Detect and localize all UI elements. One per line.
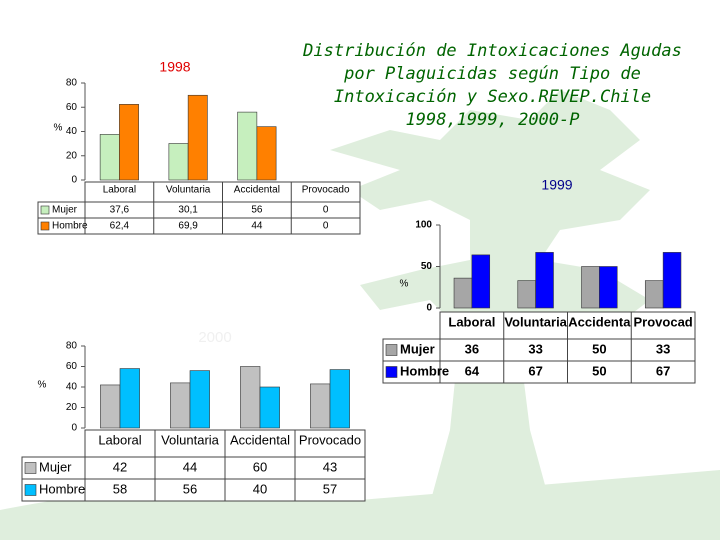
table-value: 44	[251, 221, 263, 232]
bar	[535, 252, 554, 309]
x-tick-label: Provocad	[634, 314, 693, 329]
chart-title: 1998	[159, 59, 190, 75]
legend-swatch	[40, 221, 50, 231]
y-tick-label: 40	[66, 126, 78, 137]
bar	[237, 111, 258, 181]
bar	[168, 143, 189, 181]
y-axis-label: %	[400, 279, 409, 290]
legend-label: Hombre	[52, 221, 88, 232]
x-tick-label: Voluntaria	[161, 432, 220, 447]
y-axis-label: %	[54, 123, 63, 134]
table-value: 56	[183, 481, 197, 496]
chart-title: 2000	[198, 329, 231, 346]
bar	[581, 266, 600, 309]
chart-title: 1999	[541, 177, 572, 193]
y-tick-label: 60	[66, 102, 78, 113]
bar	[189, 370, 210, 429]
legend-label: Mujer	[52, 205, 78, 216]
legend-swatch	[40, 205, 50, 215]
table-value: 69,9	[178, 221, 198, 232]
table-value: 42	[113, 459, 127, 474]
table-value: 43	[323, 459, 337, 474]
bar	[662, 252, 682, 309]
bar	[119, 368, 140, 429]
y-tick-label: 20	[66, 402, 78, 413]
bar	[329, 369, 350, 429]
bar	[119, 104, 139, 181]
legend-swatch	[385, 344, 398, 356]
y-tick-label: 20	[66, 150, 78, 161]
y-tick-label: 100	[415, 220, 432, 231]
table-value: 33	[656, 341, 670, 356]
y-tick-label: 80	[66, 78, 78, 89]
bar	[99, 134, 120, 181]
table-value: 36	[465, 341, 479, 356]
legend-label: Mujer	[39, 459, 72, 474]
y-tick-label: 0	[71, 423, 77, 434]
bar	[100, 384, 121, 429]
bar	[644, 280, 664, 309]
legend-swatch	[24, 462, 37, 474]
legend-swatch	[385, 366, 398, 378]
table-value: 44	[183, 459, 197, 474]
y-axis-label: %	[38, 380, 47, 391]
table-value: 58	[113, 481, 127, 496]
table-value: 40	[253, 481, 267, 496]
table-value: 67	[528, 363, 542, 378]
table-value: 62,4	[110, 221, 130, 232]
legend-label: Hombre	[400, 363, 449, 378]
legend-label: Mujer	[400, 341, 435, 356]
legend-swatch	[24, 484, 37, 496]
table-value: 60	[253, 459, 267, 474]
x-tick-label: Laboral	[98, 432, 141, 447]
bar	[599, 266, 618, 309]
table-value: 0	[323, 205, 329, 216]
y-tick-label: 80	[66, 341, 78, 352]
table-value: 0	[323, 221, 329, 232]
x-tick-label: Accidental	[234, 185, 280, 196]
x-tick-label: Laboral	[103, 185, 136, 196]
y-tick-label: 40	[66, 382, 78, 393]
bar	[170, 382, 191, 429]
table-value: 57	[323, 481, 337, 496]
x-tick-label: Voluntaria	[504, 314, 567, 329]
x-tick-label: Laboral	[448, 314, 495, 329]
y-tick-label: 0	[71, 175, 77, 186]
table-value: 56	[251, 205, 263, 216]
table-value: 67	[656, 363, 670, 378]
bar	[259, 386, 280, 429]
table-value: 33	[528, 341, 542, 356]
table-value: 30,1	[178, 205, 198, 216]
y-tick-label: 0	[426, 303, 432, 314]
x-tick-label: Accidental	[230, 432, 290, 447]
bar	[187, 94, 208, 181]
bar	[471, 254, 491, 309]
x-tick-label: Accidenta	[568, 314, 631, 329]
slide-title: Distribución de Intoxicaciones Agudas po…	[303, 41, 682, 130]
bar	[453, 277, 473, 309]
bar	[310, 383, 331, 429]
table-value: 37,6	[110, 205, 130, 216]
x-tick-label: Provocado	[299, 432, 361, 447]
bar	[256, 126, 277, 181]
x-tick-label: Voluntaria	[166, 185, 211, 196]
legend-label: Hombre	[39, 481, 85, 496]
table-value: 64	[465, 363, 480, 378]
table-value: 50	[592, 363, 606, 378]
y-tick-label: 50	[421, 261, 433, 272]
bar	[517, 280, 536, 309]
table-value: 50	[592, 341, 606, 356]
bar	[240, 366, 261, 429]
y-tick-label: 60	[66, 361, 78, 372]
x-tick-label: Provocado	[302, 185, 350, 196]
